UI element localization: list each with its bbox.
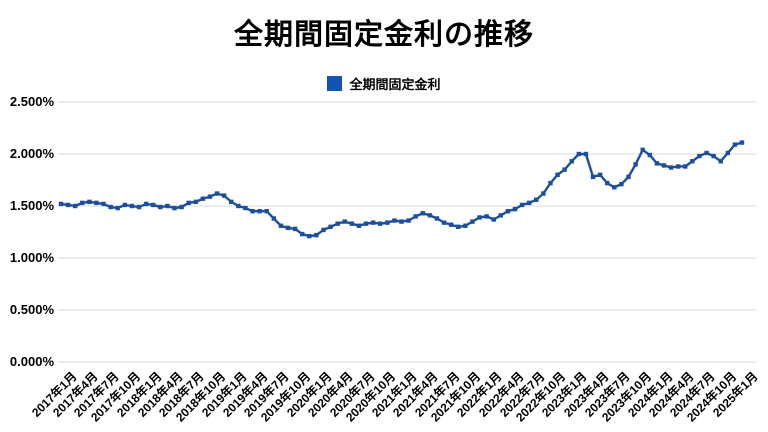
chart-title: 全期間固定金利の推移 [233,19,534,51]
y-axis-label: 0.000% [9,354,54,369]
legend-swatch [327,76,343,91]
y-axis-label: 2.500% [9,94,54,109]
legend: 全期間固定金利 [0,74,768,93]
y-axis-label: 1.000% [9,250,54,265]
y-axis-label: 1.500% [9,198,54,213]
legend-label: 全期間固定金利 [349,77,441,92]
y-axis-label: 0.500% [9,302,54,317]
y-axis-label: 2.000% [9,146,54,161]
